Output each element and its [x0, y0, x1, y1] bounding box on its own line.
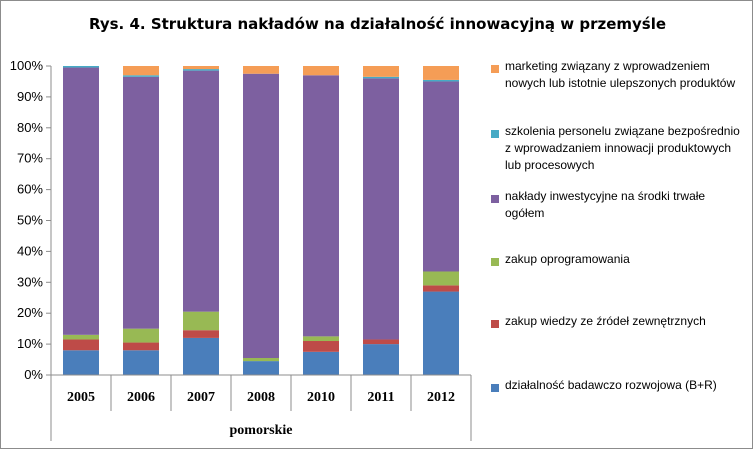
- y-tick-label: 60%: [17, 182, 43, 197]
- bar-segment: [363, 78, 399, 340]
- y-tick-label: 20%: [17, 305, 43, 320]
- y-tick-label: 40%: [17, 243, 43, 258]
- legend-swatch: [491, 384, 499, 392]
- bar-segment: [423, 81, 459, 272]
- bar-segment: [123, 350, 159, 375]
- legend-swatch: [491, 320, 499, 328]
- bar-segment: [63, 339, 99, 351]
- legend-label: szkolenia personelu związane bezpośredni…: [505, 124, 740, 172]
- legend-swatch: [491, 195, 499, 203]
- y-tick-label: 70%: [17, 151, 43, 166]
- legend-label: nakłady inwestycyjne na środki trwałe og…: [505, 189, 706, 220]
- bar-segment: [123, 342, 159, 351]
- bar-segment: [183, 70, 219, 312]
- y-tick-label: 100%: [10, 58, 44, 73]
- bar-segment: [183, 337, 219, 375]
- bar-segment: [243, 73, 279, 359]
- bar-segment: [303, 336, 339, 342]
- y-tick-label: 90%: [17, 89, 43, 104]
- bar-segment: [63, 334, 99, 340]
- bar-segment: [303, 75, 339, 337]
- bars: [63, 66, 459, 375]
- bar-segment: [423, 271, 459, 286]
- bar-segment: [63, 66, 99, 68]
- bar-segment: [303, 341, 339, 352]
- bar-segment: [423, 66, 459, 80]
- x-tick-label: 2010: [307, 390, 335, 405]
- bar-segment: [423, 79, 459, 82]
- x-tick-label: 2008: [247, 390, 275, 405]
- legend-label: zakup oprogramowania: [505, 252, 630, 266]
- x-tick-label: 2012: [427, 390, 455, 405]
- bar-segment: [243, 66, 279, 74]
- bar-segment: [303, 351, 339, 375]
- bar-segment: [183, 311, 219, 331]
- x-tick-label: 2006: [127, 390, 155, 405]
- bar-segment: [423, 291, 459, 375]
- bar-segment: [183, 66, 219, 70]
- bar-segment: [243, 361, 279, 375]
- x-tick-label: 2011: [367, 390, 394, 405]
- bar-segment: [123, 76, 159, 329]
- legend-label: marketing związany z wprowadzeniem nowyc…: [505, 59, 736, 90]
- legend-swatch: [491, 65, 499, 73]
- bar-segment: [363, 66, 399, 77]
- bar-segment: [363, 76, 399, 79]
- legend-swatch: [491, 130, 499, 138]
- y-tick-label: 0%: [24, 367, 43, 382]
- bar-segment: [423, 285, 459, 292]
- bar-segment: [363, 344, 399, 375]
- x-tick-label: 2005: [67, 390, 95, 405]
- y-tick-label: 50%: [17, 213, 43, 228]
- legend-swatch: [491, 258, 499, 266]
- group-label: pomorskie: [230, 423, 293, 438]
- bar-segment: [363, 339, 399, 345]
- bar-segment: [63, 350, 99, 375]
- y-tick-label: 10%: [17, 336, 43, 351]
- bar-segment: [303, 66, 339, 76]
- bar-segment: [123, 328, 159, 343]
- bar-segment: [183, 69, 219, 71]
- y-tick-label: 30%: [17, 274, 43, 289]
- legend-label: zakup wiedzy ze źródeł zewnętrznych: [505, 314, 706, 328]
- bar-segment: [183, 330, 219, 338]
- y-tick-label: 80%: [17, 120, 43, 135]
- bar-segment: [123, 66, 159, 76]
- bar-segment: [123, 75, 159, 77]
- bar-segment: [243, 358, 279, 362]
- chart-title: Rys. 4. Struktura nakładów na działalnoś…: [88, 15, 667, 33]
- bar-segment: [63, 67, 99, 335]
- x-tick-label: 2007: [187, 390, 215, 405]
- legend-label: działalność badawczo rozwojowa (B+R): [505, 378, 717, 392]
- legend: marketing związany z wprowadzeniem nowyc…: [491, 1, 751, 450]
